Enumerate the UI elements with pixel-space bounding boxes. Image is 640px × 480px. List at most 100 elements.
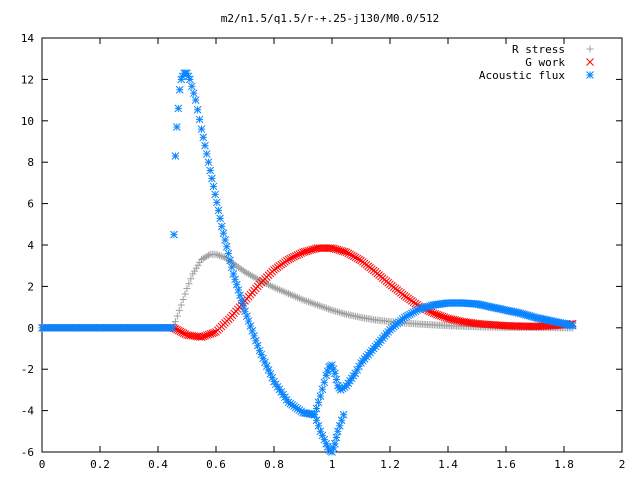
data-point <box>290 252 298 261</box>
data-point <box>314 421 323 430</box>
data-point <box>294 294 302 302</box>
data-point <box>337 416 346 425</box>
data-point <box>222 242 231 251</box>
data-point <box>290 292 298 300</box>
data-point <box>332 433 341 442</box>
x-tick-label: 1.4 <box>438 458 458 471</box>
data-point <box>272 284 280 292</box>
data-point <box>275 286 283 294</box>
y-tick-label: 2 <box>27 280 34 293</box>
data-point <box>286 290 294 298</box>
data-point <box>304 298 312 306</box>
data-point <box>283 289 291 297</box>
data-point <box>319 244 327 252</box>
data-point <box>306 298 314 306</box>
x-tick-label: 0.4 <box>148 458 168 471</box>
data-point <box>317 244 325 252</box>
data-point <box>201 141 209 150</box>
x-tick-label: 1.6 <box>496 458 516 471</box>
data-point <box>237 296 246 305</box>
data-point <box>243 269 251 277</box>
x-tick-label: 0 <box>39 458 46 471</box>
data-point <box>527 322 536 331</box>
x-tick-label: 1 <box>329 458 336 471</box>
data-point <box>335 421 344 430</box>
data-point <box>299 296 307 304</box>
data-point <box>195 115 204 124</box>
data-point <box>168 323 177 332</box>
data-point <box>342 248 351 257</box>
data-point <box>197 125 206 133</box>
data-point <box>252 274 260 282</box>
data-point <box>216 214 224 223</box>
data-point <box>191 267 199 275</box>
data-point <box>295 250 304 258</box>
data-point <box>288 253 296 262</box>
data-point <box>214 251 222 259</box>
data-point <box>259 354 267 363</box>
data-point <box>217 222 226 231</box>
data-point <box>250 331 258 340</box>
y-tick-label: 0 <box>27 322 34 335</box>
data-point <box>189 270 197 278</box>
data-point <box>308 299 316 307</box>
data-point <box>257 350 266 359</box>
data-point <box>219 229 228 238</box>
data-point <box>181 290 189 298</box>
data-point <box>323 304 331 312</box>
data-point <box>265 281 273 289</box>
data-point <box>204 251 212 259</box>
data-point <box>226 256 234 265</box>
data-point <box>326 306 334 314</box>
data-point <box>211 190 220 199</box>
data-point <box>174 104 183 113</box>
data-point <box>332 307 340 315</box>
y-tick-label: 10 <box>21 115 34 128</box>
data-point <box>175 85 184 94</box>
data-point <box>199 133 208 142</box>
data-point <box>295 294 303 302</box>
data-point <box>236 291 244 300</box>
data-point <box>297 295 305 303</box>
data-point <box>281 288 289 296</box>
x-tick-label: 0.8 <box>264 458 284 471</box>
data-point <box>285 290 292 298</box>
data-point <box>172 123 181 131</box>
data-point <box>246 322 255 330</box>
data-point <box>333 308 341 316</box>
data-point <box>215 252 223 260</box>
y-tick-label: -2 <box>21 363 34 376</box>
data-point <box>310 410 319 419</box>
data-point <box>250 273 258 281</box>
legend-label: R stress <box>512 43 565 56</box>
x-tick-label: 1.2 <box>380 458 400 471</box>
y-tick-label: 4 <box>27 239 34 252</box>
data-point <box>242 312 251 321</box>
data-point <box>301 297 309 305</box>
data-point <box>246 271 254 279</box>
data-point <box>348 251 356 260</box>
x-tick-label: 0.6 <box>206 458 226 471</box>
data-point <box>303 297 311 305</box>
data-point <box>319 303 327 311</box>
data-point <box>221 236 229 244</box>
data-point <box>187 82 196 91</box>
legend-label: Acoustic flux <box>479 69 565 82</box>
data-point <box>252 336 260 345</box>
data-point <box>270 283 278 291</box>
data-point <box>321 304 329 312</box>
data-point <box>332 375 341 384</box>
data-point <box>192 264 200 272</box>
data-point <box>312 416 321 425</box>
data-point <box>310 300 318 308</box>
data-point <box>312 404 321 413</box>
data-point <box>288 291 296 299</box>
data-point <box>253 341 262 350</box>
data-point <box>315 302 323 310</box>
data-point <box>426 307 434 316</box>
data-point <box>277 287 285 295</box>
data-point <box>339 410 348 419</box>
data-point <box>214 206 223 215</box>
data-point <box>248 272 256 280</box>
